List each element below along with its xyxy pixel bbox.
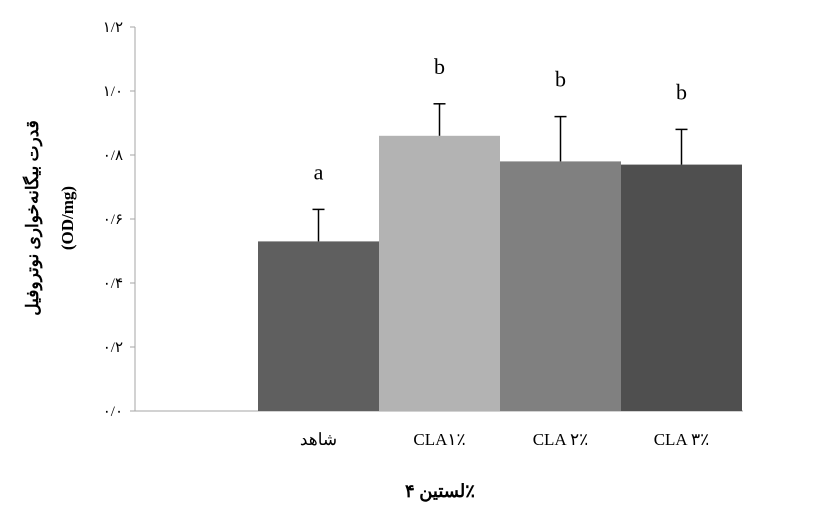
y-tick-label: ۰/۶ <box>103 212 123 228</box>
category-label: CLA ۳٪ <box>654 430 710 449</box>
significance-label: b <box>555 67 566 92</box>
y-tick-label: ۱/۰ <box>103 84 123 100</box>
x-axis-label: لستین ۴٪ <box>405 481 475 502</box>
y-axis-label-line1: قدرت بیگانه‌خواری نوتروفیل <box>22 120 43 316</box>
significance-label: a <box>314 159 324 184</box>
bar <box>258 241 379 411</box>
bar <box>621 164 742 411</box>
y-tick-label: ۰/۴ <box>103 276 123 292</box>
y-axis-label-line2: (OD/mg) <box>58 186 77 250</box>
significance-label: b <box>676 79 687 104</box>
bar <box>379 135 500 412</box>
bar <box>500 161 621 411</box>
y-tick-label: ۰/۸ <box>103 148 123 164</box>
y-tick-label: ۱/۲ <box>103 20 123 36</box>
category-label: CLA ۲٪ <box>533 430 589 449</box>
category-label: CLA۱٪ <box>413 430 465 449</box>
y-tick-label: ۰/۰ <box>103 404 123 420</box>
significance-label: b <box>434 54 445 79</box>
y-tick-label: ۰/۲ <box>103 340 123 356</box>
category-label: شاهد <box>300 430 337 449</box>
